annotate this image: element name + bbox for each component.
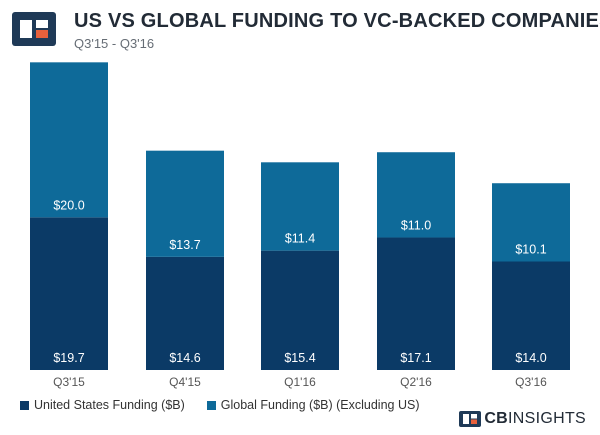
- chart-title: US VS GLOBAL FUNDING TO VC-BACKED COMPAN…: [74, 10, 600, 32]
- bar-global-3: [377, 152, 455, 238]
- bar-us-2: [261, 250, 339, 370]
- brand-logo: CBINSIGHTS: [459, 410, 586, 428]
- data-label-global-1: $13.7: [169, 238, 200, 252]
- x-tick-label-4: Q3'16: [515, 375, 547, 389]
- bar-global-4: [492, 183, 570, 262]
- bar-global-2: [261, 162, 339, 251]
- bar-global-1: [146, 150, 224, 257]
- cb-brand-icon: [459, 411, 482, 427]
- x-tick-label-1: Q4'15: [169, 375, 201, 389]
- bar-us-3: [377, 237, 455, 370]
- bar-us-1: [146, 256, 224, 370]
- legend-item-global: Global Funding ($B) (Excluding US): [206, 398, 420, 412]
- legend-swatch-global: [206, 400, 216, 410]
- brand-text-strong: CB: [484, 410, 509, 427]
- x-tick-label-2: Q1'16: [284, 375, 316, 389]
- data-label-us-2: $15.4: [284, 351, 315, 365]
- bar-us-4: [492, 261, 570, 370]
- data-label-us-0: $19.7: [53, 351, 84, 365]
- legend-item-us: United States Funding ($B): [20, 398, 185, 412]
- stacked-bar-chart: $19.7 $20.0 Q3'15 $14.6 $13.7 Q4'15 $15.4 $11.4…: [30, 62, 570, 389]
- legend-label-us: United States Funding ($B): [34, 398, 185, 412]
- data-label-global-4: $10.1: [515, 243, 546, 257]
- legend-label-global: Global Funding ($B) (Excluding US): [220, 398, 420, 412]
- data-label-us-1: $14.6: [169, 351, 200, 365]
- brand-text: CBINSIGHTS: [484, 410, 586, 428]
- brand-text-light: INSIGHTS: [508, 410, 586, 427]
- chart-legend: United States Funding ($B) Global Fundin…: [20, 398, 419, 412]
- bar-us-0: [30, 217, 108, 370]
- data-label-us-3: $17.1: [400, 351, 431, 365]
- cb-insights-logo-icon: [12, 12, 56, 46]
- data-label-global-2: $11.4: [285, 232, 315, 246]
- chart-subtitle: Q3'15 - Q3'16: [74, 36, 155, 51]
- bar-global-0: [30, 62, 108, 218]
- legend-swatch-us: [20, 400, 29, 410]
- data-label-global-0: $20.0: [53, 198, 84, 212]
- x-tick-label-0: Q3'15: [53, 375, 85, 389]
- x-tick-label-3: Q2'16: [400, 375, 432, 389]
- data-label-global-3: $11.0: [401, 218, 431, 232]
- data-label-us-4: $14.0: [515, 351, 546, 365]
